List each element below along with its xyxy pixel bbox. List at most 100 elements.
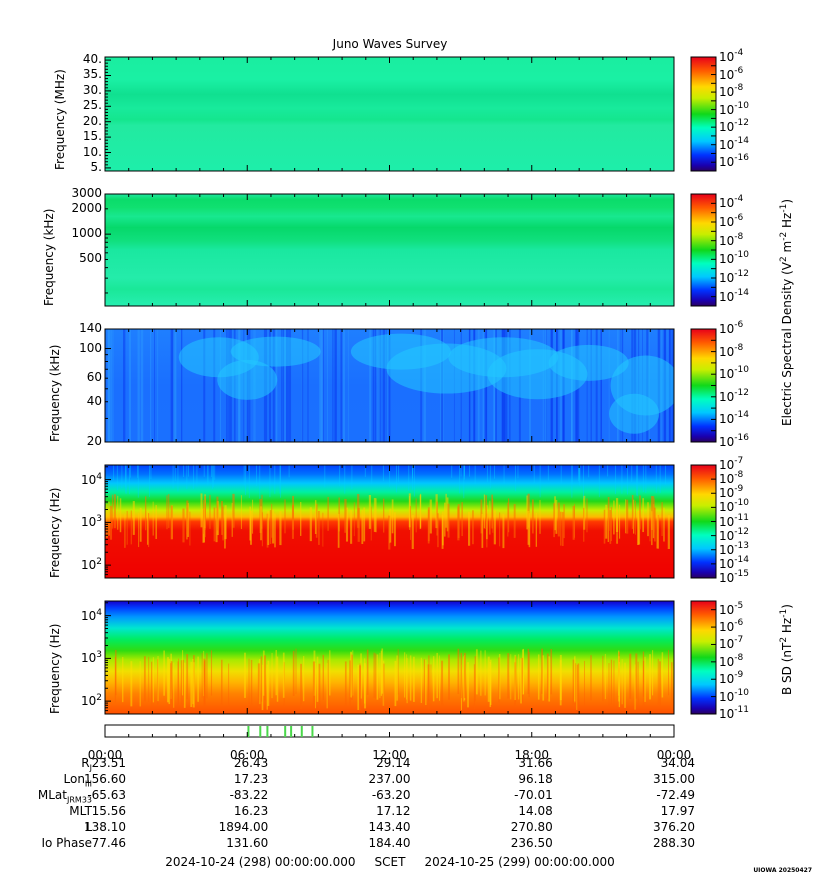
ephemeris-mlat-value: -65.63 [87, 788, 126, 802]
panel1-ytick: 10. [82, 144, 102, 159]
panel2-ytick: 500 [79, 251, 102, 266]
colorbar-4-label: 10-14 [719, 554, 749, 571]
ephemeris-rj-value: 23.51 [91, 756, 126, 770]
spectrogram-panel-2 [105, 194, 674, 306]
ephemeris-rj-value: 26.43 [233, 756, 269, 770]
colorbar-1-label: 10-12 [719, 118, 749, 135]
ephemeris-io-value: 184.40 [368, 836, 411, 850]
colorbar-1-label: 10-14 [719, 135, 749, 152]
ephemeris-lon-value: 237.00 [368, 772, 411, 786]
colorbar-4-label: 10-15 [719, 569, 749, 585]
colorbar-3-label: 10-12 [719, 387, 749, 404]
colorbar-2-label: 10-14 [719, 287, 749, 304]
spectrogram-panel-5 [105, 601, 674, 714]
colorbar-3-label: 10-16 [719, 433, 749, 449]
panel3-ytick: 100 [79, 340, 102, 355]
ephemeris-mlt-value: 16.23 [233, 804, 269, 818]
ephemeris-io-label: Io Phase [41, 836, 92, 850]
ephemeris-mlt-value: 17.97 [660, 804, 695, 818]
panel5-ylabel: Frequency (Hz) [48, 623, 62, 714]
mode-mark [284, 726, 287, 737]
mode-mark [247, 726, 250, 737]
colorbar-1-label: 10-16 [719, 153, 749, 170]
colorbar-3-label: 10-10 [719, 365, 749, 382]
ephemeris-l-value: 143.40 [368, 820, 411, 834]
ephemeris-lon-value: 96.18 [518, 772, 553, 786]
panel1-ytick: 15. [82, 129, 102, 144]
ephemeris-l-value: 270.80 [510, 820, 553, 834]
colorbar-4-label: 10-9 [719, 484, 744, 501]
colorbar-1-label: 10-8 [719, 83, 744, 100]
ephemeris-mlat-value: -70.01 [514, 788, 553, 802]
colorbar-1-label: 10-4 [719, 48, 744, 64]
panel5-ytick: 103 [80, 650, 102, 666]
ephemeris-rj-label: RJ [81, 756, 92, 773]
mode-mark [259, 726, 262, 737]
x-tick-label: 12:00 [372, 748, 407, 762]
colorbar-3-label: 10-14 [719, 410, 749, 427]
ephemeris-mlt-value: 15.56 [91, 804, 126, 818]
colorbar-4-label: 10-12 [719, 526, 749, 543]
colorbar-4-label: 10-11 [719, 512, 749, 529]
panel1-ytick: 40. [82, 52, 102, 67]
spectrogram-panel-3 [105, 329, 674, 442]
panel2-ytick: 2000 [71, 200, 102, 215]
colorbar-5-label: 10-8 [719, 652, 744, 669]
panel1-ytick: 5. [90, 159, 102, 174]
credit-label: UIOWA 20250427 [753, 867, 812, 874]
ephemeris-mlat-value: -63.20 [371, 788, 411, 802]
colorbar-5-label: 10-9 [719, 670, 744, 687]
ephemeris-lon-label: LonIII [63, 772, 93, 789]
panel3-ytick: 140 [79, 321, 102, 335]
ephemeris-lon-value: 17.23 [233, 772, 269, 786]
colorbar-2-label: 10-6 [719, 213, 744, 229]
ephemeris-rj-value: 29.14 [376, 756, 411, 770]
mode-mark [290, 726, 293, 737]
mode-mark [266, 726, 269, 737]
panel2-ytick: 3000 [71, 186, 102, 200]
colorbar-4-label: 10-8 [719, 470, 744, 487]
ephemeris-l-value: 376.20 [653, 820, 695, 834]
colorbar-1-label: 10-6 [719, 65, 744, 82]
colorbar-2-label: 10-10 [719, 250, 749, 267]
ephemeris-io-value: 131.60 [226, 836, 269, 850]
colorbar-5-label: 10-10 [719, 687, 749, 704]
colorbar-4-label: 10-13 [719, 540, 749, 557]
ephemeris-mlat-value: -83.22 [229, 788, 269, 802]
panel2-ylabel: Frequency (kHz) [42, 208, 56, 306]
ephemeris-l-value: 1894.00 [218, 820, 269, 834]
ephemeris-rj-value: 31.66 [518, 756, 553, 770]
ephemeris-lon-value: 156.60 [84, 772, 126, 786]
colorbar-4-label: 10-7 [719, 456, 744, 472]
mode-mark [300, 726, 303, 737]
colorbar-3-label: 10-6 [719, 320, 744, 336]
x-tick-label: 00:00 [87, 748, 123, 762]
panel3-ytick: 40 [86, 393, 102, 408]
ephemeris-l-label: L [85, 820, 92, 834]
chart-title: Juno Waves Survey [332, 37, 448, 51]
panel4-ylabel: Frequency (Hz) [48, 487, 62, 578]
ephemeris-l-value: 138.10 [84, 820, 126, 834]
panel1-ytick: 25. [82, 98, 102, 113]
ephemeris-mlat-value: -72.49 [656, 788, 695, 802]
x-tick-label: 00:00 [656, 748, 692, 762]
ephemeris-mlt-value: 14.08 [518, 804, 553, 818]
panel5-ytick: 104 [80, 607, 102, 623]
panel1-ylabel: Frequency (MHz) [53, 69, 67, 170]
panel3-ytick: 20 [86, 434, 102, 448]
panel5-ytick: 102 [80, 693, 102, 709]
colorbar-4-label: 10-10 [719, 498, 749, 515]
electric-density-label: Electric Spectral Density (V2 m-2 Hz-1) [779, 198, 794, 426]
panel4-ytick: 104 [80, 471, 102, 487]
ephemeris-mlt-label: MLT [69, 804, 92, 818]
ephemeris-mlat-label: MLatJRM33 [37, 788, 92, 805]
x-tick-label: 06:00 [229, 748, 265, 762]
ephemeris-mlt-value: 17.12 [376, 804, 411, 818]
colorbar-2-label: 10-8 [719, 231, 744, 248]
panel1-ytick: 20. [82, 113, 102, 128]
colorbar-1-label: 10-10 [719, 100, 749, 117]
ephemeris-io-value: 77.46 [91, 836, 126, 850]
panel3-ylabel: Frequency (kHz) [48, 344, 62, 442]
panel2-ytick: 1000 [71, 226, 102, 241]
